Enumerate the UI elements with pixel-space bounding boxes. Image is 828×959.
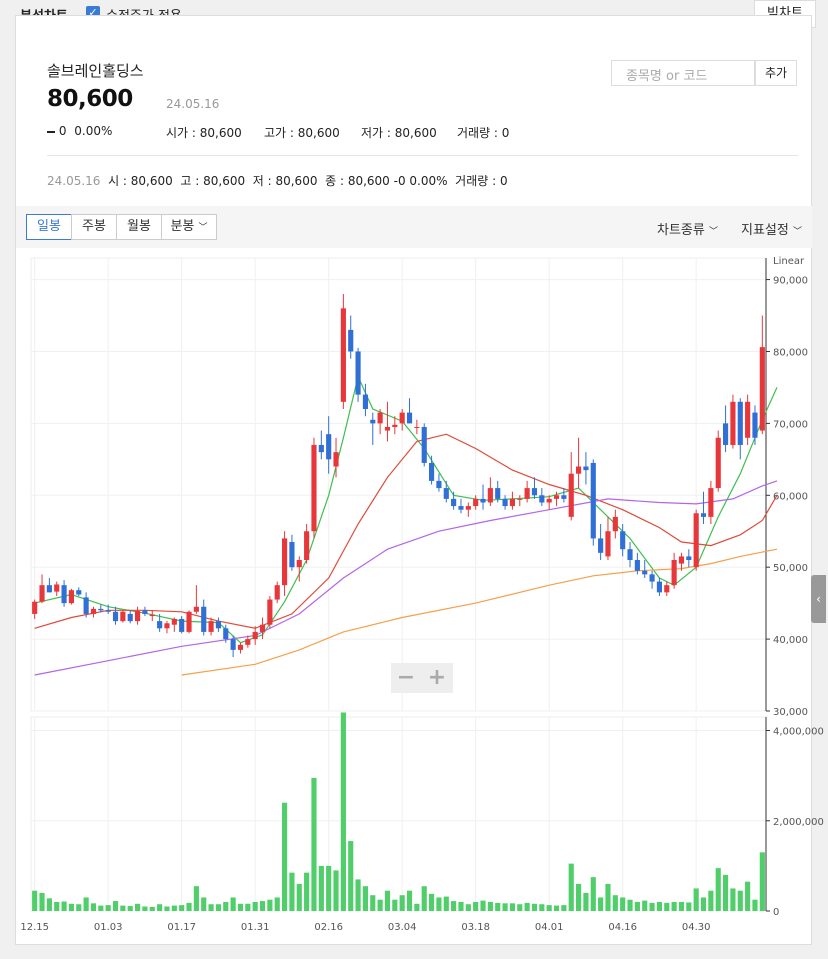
tab-daily[interactable]: 일봉 [26, 214, 72, 240]
price-change: 0 0.00% [47, 124, 112, 138]
side-panel-toggle[interactable]: ‹ [811, 575, 826, 623]
tab-minute-label: 분봉 [170, 219, 195, 234]
ohlc-date: 24.05.16 [47, 174, 101, 188]
indicator-label: 지표설정 [741, 223, 789, 238]
change-percent: 0.00% [74, 124, 113, 138]
volume-stat: 거래량 : 0 [457, 126, 510, 140]
zoom-controls: − + [391, 663, 453, 693]
ohlc-close: 종 : 80,600 -0 0.00% [325, 174, 448, 188]
change-value: 0 [58, 124, 67, 138]
ohlc-low: 저 : 80,600 [252, 174, 318, 188]
chevron-down-icon: ﹀ [198, 223, 208, 233]
zoom-in-button[interactable]: + [427, 665, 447, 690]
chart-type-menu[interactable]: 차트종류 ﹀ [657, 219, 718, 238]
tab-monthly[interactable]: 월봉 [116, 214, 162, 240]
indicator-menu[interactable]: 지표설정 ﹀ [741, 219, 802, 238]
low-stat: 저가 : 80,600 [361, 126, 437, 140]
divider [47, 155, 798, 156]
current-price: 80,600 [47, 86, 133, 112]
chevron-down-icon: ﹀ [708, 227, 718, 237]
ohlc-open: 시 : 80,600 [108, 174, 173, 188]
ohlc-volume: 거래량 : 0 [455, 174, 508, 188]
price-date: 24.05.16 [166, 97, 220, 111]
tab-weekly[interactable]: 주봉 [71, 214, 117, 240]
ohlc-readout: 24.05.16 시 : 80,600 고 : 80,600 저 : 80,60… [47, 172, 508, 189]
high-stat: 고가 : 80,600 [264, 126, 340, 140]
flat-icon [47, 130, 55, 133]
chevron-down-icon: ﹀ [792, 227, 802, 237]
stock-name: 솔브레인홀딩스 [47, 62, 144, 80]
search-input[interactable]: 종목명 or 코드 [611, 60, 755, 86]
tab-minute[interactable]: 분봉 ﹀ [161, 214, 217, 240]
zoom-out-button[interactable]: − [396, 665, 416, 690]
add-button[interactable]: 추가 [755, 60, 797, 86]
ohlc-high: 고 : 80,600 [180, 174, 246, 188]
open-stat: 시가 : 80,600 [166, 126, 242, 140]
chart-type-label: 차트종류 [657, 223, 705, 238]
